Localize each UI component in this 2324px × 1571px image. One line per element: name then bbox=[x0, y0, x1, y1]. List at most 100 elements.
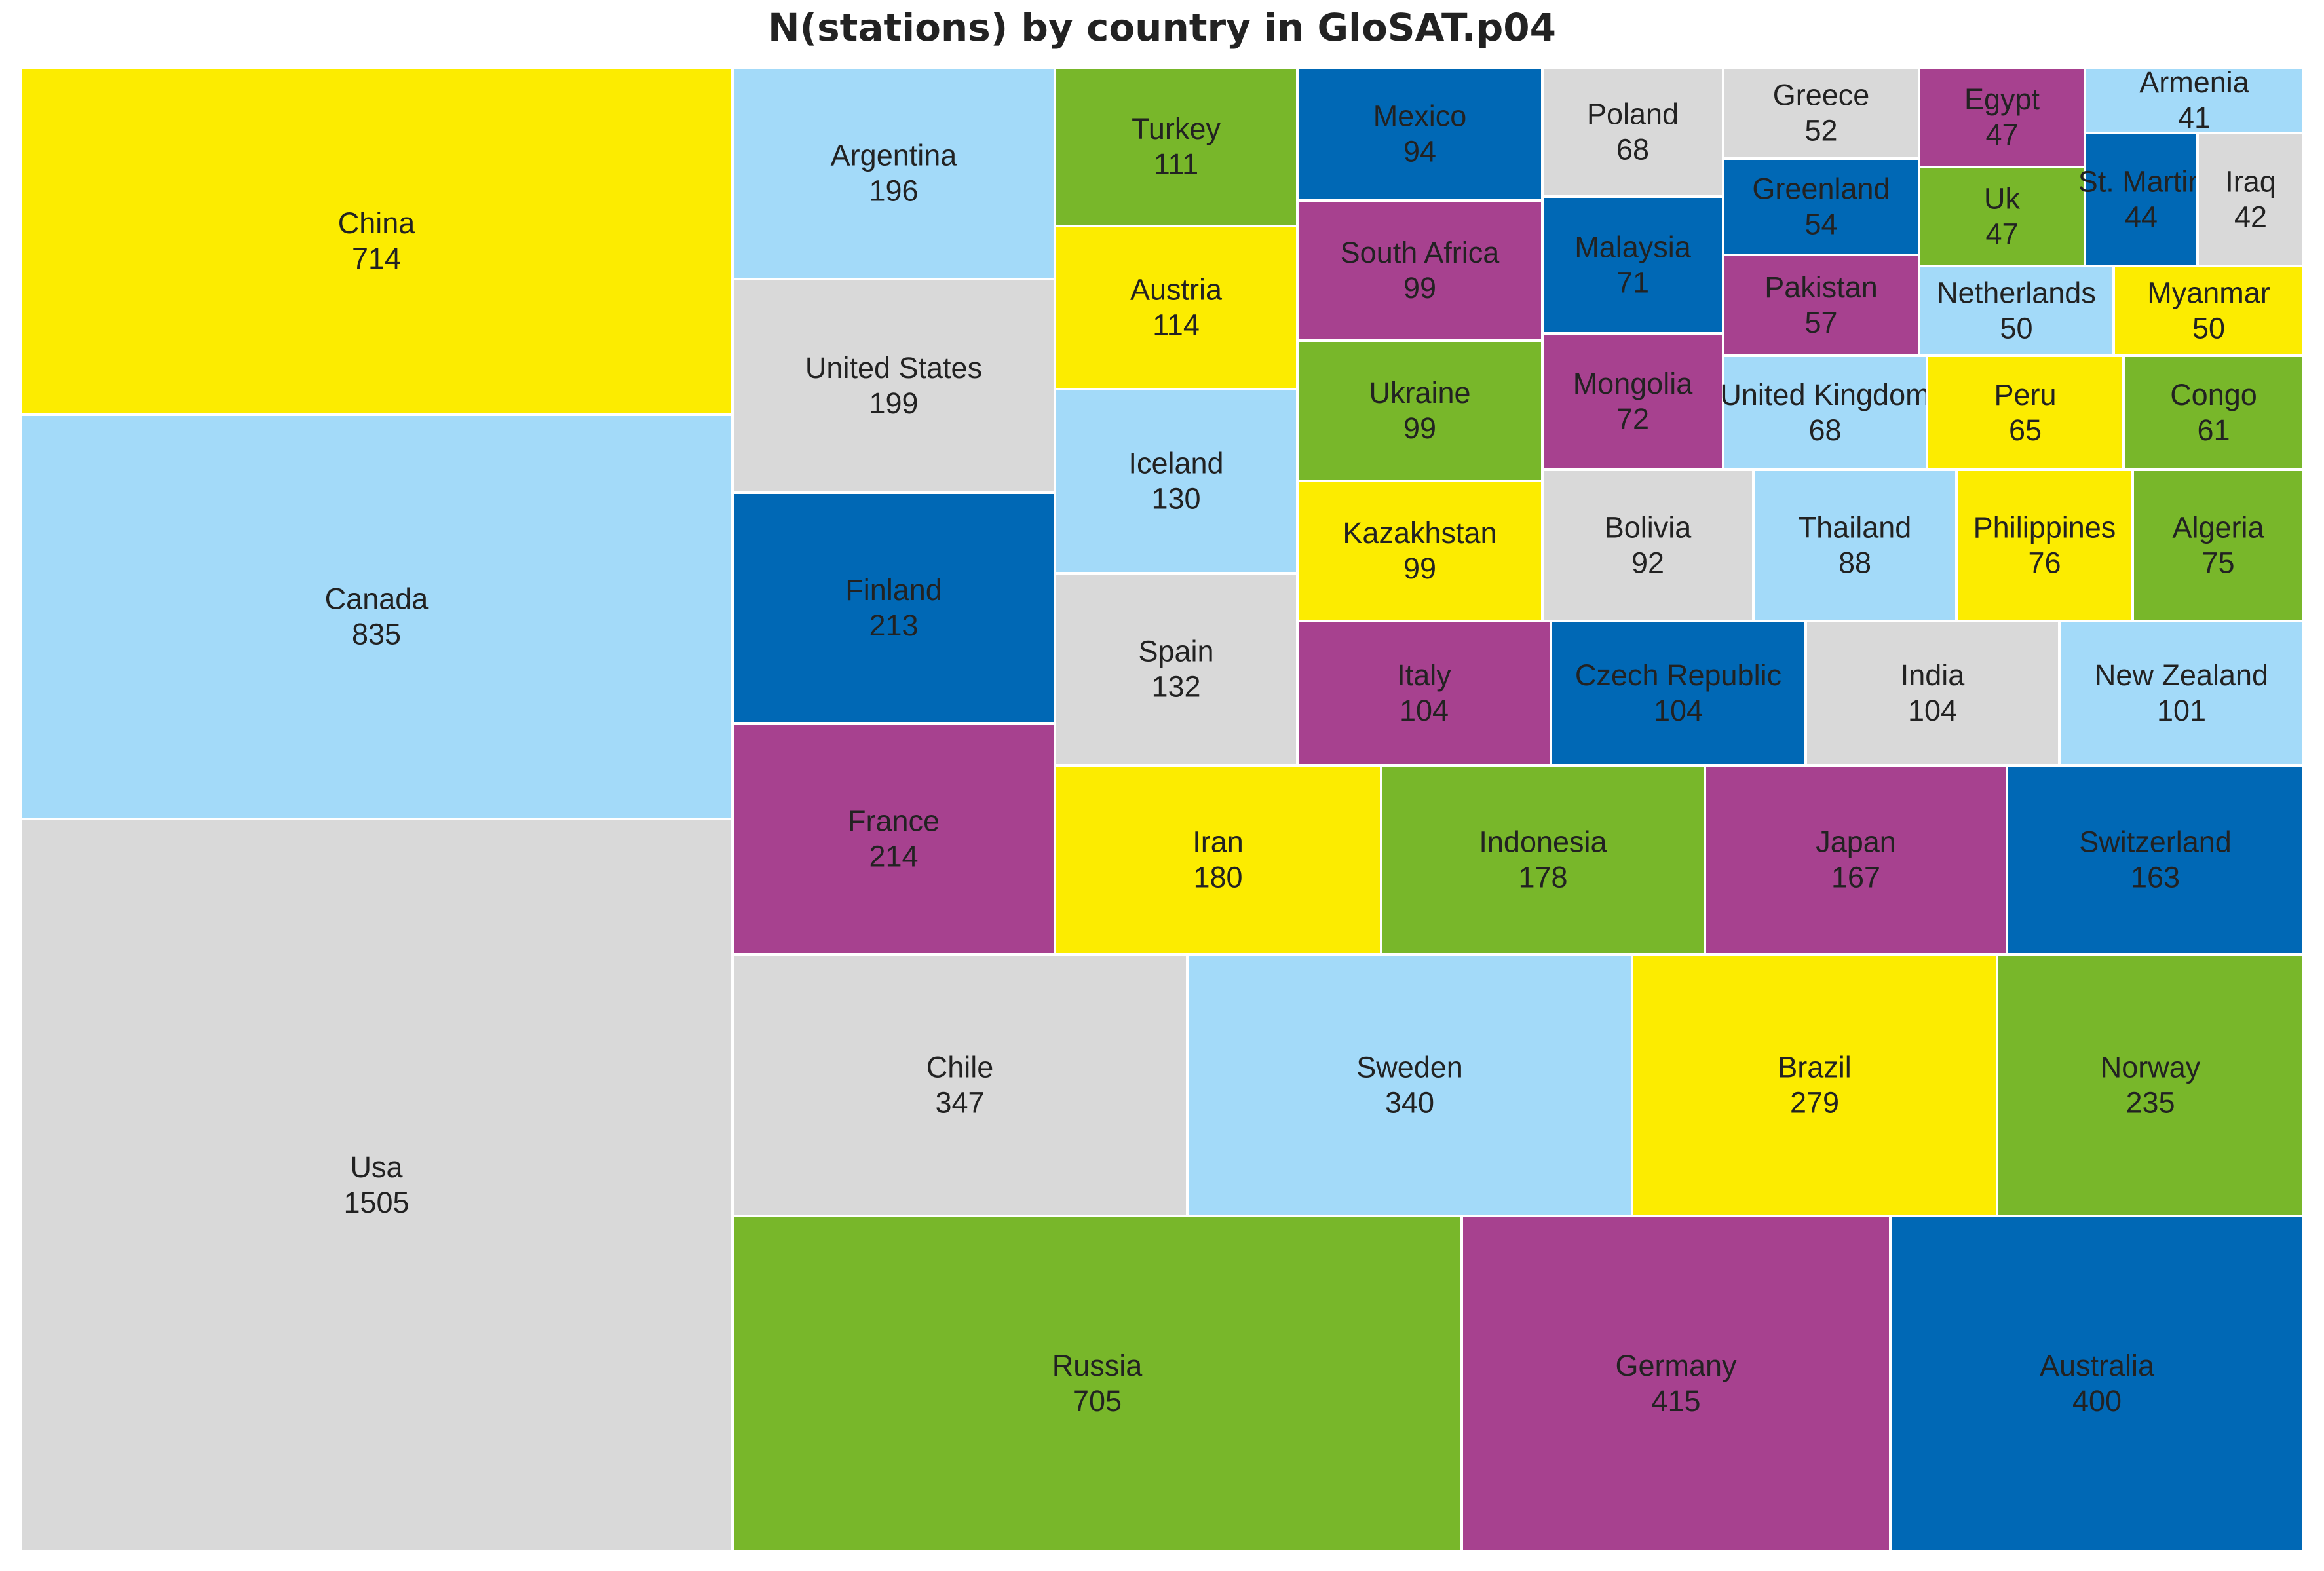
treemap-rect bbox=[19, 66, 734, 416]
treemap-cell-name: Pakistan bbox=[1764, 271, 1878, 304]
treemap-cell-value: 714 bbox=[352, 242, 401, 275]
treemap-cell-value: 52 bbox=[1804, 114, 1837, 147]
treemap-cell-name: Australia bbox=[2040, 1349, 2155, 1382]
treemap-rect bbox=[2058, 620, 2305, 767]
treemap-rect bbox=[2196, 132, 2305, 267]
treemap-cell-name: Brazil bbox=[1778, 1051, 1852, 1084]
treemap-cell-value: 94 bbox=[1403, 135, 1436, 168]
treemap-cell-name: Greece bbox=[1773, 79, 1870, 112]
treemap-cell-name: Peru bbox=[1994, 378, 2056, 411]
treemap-rect bbox=[1541, 195, 1724, 335]
treemap-rect bbox=[1541, 66, 1724, 198]
treemap-rect bbox=[1541, 332, 1724, 471]
treemap-rect bbox=[1752, 468, 1958, 622]
treemap-cell-value: 54 bbox=[1804, 208, 1837, 241]
treemap-cell-value: 130 bbox=[1151, 482, 1200, 516]
treemap-cell-value: 1505 bbox=[343, 1186, 409, 1219]
treemap-cell-value: 47 bbox=[1985, 218, 2018, 251]
treemap-cell-value: 42 bbox=[2234, 200, 2267, 234]
treemap-rect bbox=[731, 722, 1056, 956]
treemap-rect bbox=[731, 491, 1056, 725]
treemap-rect bbox=[1054, 572, 1299, 767]
treemap-cell-value: 75 bbox=[2201, 546, 2234, 580]
treemap-rect bbox=[1955, 468, 2134, 622]
treemap-cell-name: Mongolia bbox=[1573, 367, 1694, 400]
treemap-rect bbox=[1722, 254, 1920, 357]
treemap-rect bbox=[19, 413, 734, 820]
treemap-cell-value: 99 bbox=[1403, 552, 1436, 585]
treemap-cell-name: Poland bbox=[1587, 98, 1679, 131]
treemap-cell-name: Thailand bbox=[1799, 511, 1912, 544]
treemap-cell-value: 57 bbox=[1804, 306, 1837, 339]
treemap-cell-name: Spain bbox=[1138, 635, 1213, 668]
treemap-cell-value: 92 bbox=[1631, 546, 1664, 580]
treemap-cell-name: Uk bbox=[1984, 182, 2020, 216]
treemap-rect bbox=[1296, 480, 1544, 622]
treemap-cell-value: 72 bbox=[1616, 402, 1649, 436]
treemap-cell-name: Ukraine bbox=[1369, 376, 1470, 409]
treemap-cell-value: 50 bbox=[2000, 312, 2032, 345]
treemap-cell-value: 50 bbox=[2192, 312, 2225, 345]
treemap-cell-name: Netherlands bbox=[1937, 276, 2096, 310]
treemap-cell-value: 180 bbox=[1193, 861, 1242, 894]
treemap-cell-name: France bbox=[848, 804, 940, 838]
treemap-cell-value: 104 bbox=[1654, 694, 1703, 727]
treemap-rect bbox=[731, 953, 1189, 1217]
treemap-cell-value: 415 bbox=[1651, 1384, 1700, 1418]
treemap-cell-value: 340 bbox=[1385, 1086, 1434, 1120]
treemap-rect bbox=[1550, 620, 1807, 767]
treemap-cell-value: 213 bbox=[869, 609, 918, 642]
treemap-cell-value: 88 bbox=[1838, 546, 1871, 580]
treemap-cell-value: 214 bbox=[869, 840, 918, 873]
treemap-cell-name: Usa bbox=[350, 1150, 403, 1184]
treemap-cell-value: 76 bbox=[2028, 546, 2061, 580]
treemap-rect bbox=[731, 66, 1056, 280]
treemap-rect bbox=[1804, 620, 2061, 767]
treemap-rect bbox=[2084, 132, 2199, 267]
treemap-cell-name: Bolivia bbox=[1605, 511, 1692, 544]
treemap-cell-name: Iceland bbox=[1128, 447, 1223, 480]
treemap-cell-value: 68 bbox=[1616, 133, 1649, 166]
treemap-cell-name: Mexico bbox=[1373, 100, 1467, 133]
treemap-rect bbox=[1054, 225, 1299, 390]
treemap-rect bbox=[731, 278, 1056, 494]
treemap-rect bbox=[2112, 265, 2305, 357]
treemap-cell-name: Finland bbox=[845, 573, 942, 607]
treemap-cell-name: Canada bbox=[325, 582, 429, 616]
treemap-cell-value: 61 bbox=[2197, 413, 2230, 447]
treemap-rect bbox=[1722, 354, 1928, 471]
treemap-cell-name: Switzerland bbox=[2079, 825, 2232, 859]
chart-title: N(stations) by country in GloSAT.p04 bbox=[768, 5, 1556, 50]
treemap-rect bbox=[1460, 1215, 1892, 1553]
treemap-cell-name: Kazakhstan bbox=[1343, 516, 1496, 550]
treemap-cell-name: Egypt bbox=[1964, 83, 2040, 116]
treemap-cell-value: 41 bbox=[2178, 101, 2211, 134]
treemap-cell-name: United States bbox=[805, 351, 982, 385]
treemap-cell-value: 163 bbox=[2131, 861, 2180, 894]
treemap-cell-name: Iran bbox=[1192, 825, 1244, 859]
treemap-cell-name: Sweden bbox=[1356, 1051, 1463, 1084]
treemap-rect bbox=[2131, 468, 2305, 622]
treemap-rect bbox=[1889, 1215, 2305, 1553]
